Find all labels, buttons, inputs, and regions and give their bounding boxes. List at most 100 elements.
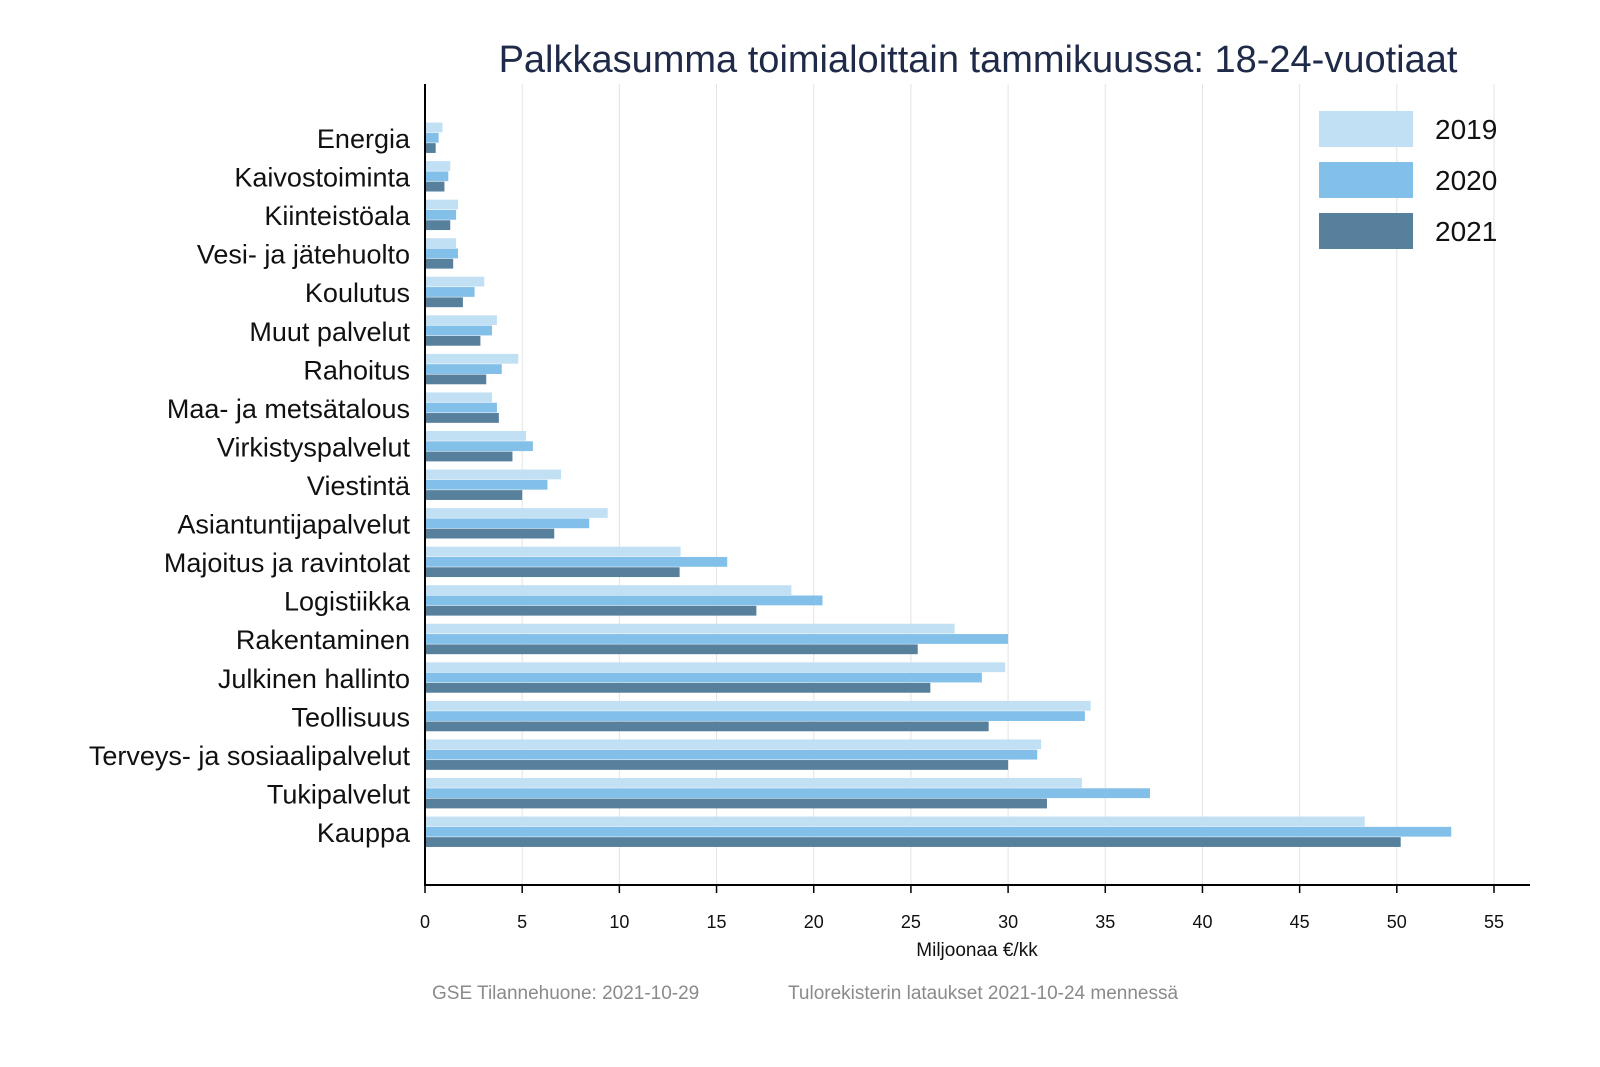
category-label: Kaivostoiminta xyxy=(234,163,411,193)
bar-2019 xyxy=(426,161,451,171)
category-label: Maa- ja metsätalous xyxy=(167,394,410,424)
bar-2021 xyxy=(426,374,487,385)
footer-right: Tulorekisterin lataukset 2021-10-24 menn… xyxy=(788,983,1178,1004)
bar-2019 xyxy=(426,700,1091,711)
x-tick-label: 30 xyxy=(998,912,1018,932)
chart-title: Palkkasumma toimialoittain tammikuussa: … xyxy=(499,39,1458,81)
category-label: Teollisuus xyxy=(291,702,410,732)
x-tick-label: 25 xyxy=(901,912,921,932)
category-label: Tukipalvelut xyxy=(267,779,411,809)
category-label: Viestintä xyxy=(307,471,411,501)
bar-2020 xyxy=(426,595,823,606)
bar-2020 xyxy=(426,479,548,490)
bar-2019 xyxy=(426,430,527,441)
bar-2020 xyxy=(426,749,1038,760)
bar-2020 xyxy=(426,556,728,567)
legend-swatch-2019 xyxy=(1319,111,1413,147)
bar-2019 xyxy=(426,122,443,133)
x-tick-label: 40 xyxy=(1192,912,1212,932)
legend-label: 2020 xyxy=(1435,165,1497,196)
bar-2021 xyxy=(426,760,1009,770)
bar-2019 xyxy=(426,546,681,557)
bar-2019 xyxy=(426,739,1042,750)
bar-2020 xyxy=(426,132,439,143)
x-tick-label: 10 xyxy=(609,912,629,932)
bar-2020 xyxy=(426,518,590,529)
category-label: Rakentaminen xyxy=(236,625,410,655)
bar-2021 xyxy=(426,220,451,231)
x-tick-label: 0 xyxy=(420,912,430,932)
x-axis-label: Miljoonaa €/kk xyxy=(916,940,1038,961)
legend-swatch-2021 xyxy=(1319,213,1413,249)
category-label: Asiantuntijapalvelut xyxy=(177,510,410,540)
category-label: Virkistyspalvelut xyxy=(217,432,411,462)
x-tick-label: 20 xyxy=(804,912,824,932)
x-tick-label: 15 xyxy=(707,912,727,932)
bar-2020 xyxy=(426,826,1452,837)
bar-2021 xyxy=(426,721,989,732)
x-tick-label: 45 xyxy=(1290,912,1310,932)
category-label: Kauppa xyxy=(317,818,411,848)
bar-2021 xyxy=(426,605,757,616)
bar-2019 xyxy=(426,199,459,210)
bar-2020 xyxy=(426,287,475,297)
legend-label: 2021 xyxy=(1435,216,1497,247)
bar-2020 xyxy=(426,634,1009,644)
bar-2021 xyxy=(426,567,680,578)
category-label: Energia xyxy=(317,124,411,154)
bar-2021 xyxy=(426,413,499,423)
bar-2020 xyxy=(426,402,497,413)
bar-2020 xyxy=(426,209,457,220)
bar-2020 xyxy=(426,441,533,452)
x-tick-label: 50 xyxy=(1387,912,1407,932)
category-labels: Energia Kaivostoiminta Kiinteistöala Vesi- … xyxy=(89,124,411,848)
category-label: Julkinen hallinto xyxy=(218,664,410,694)
x-ticks: 0 5 10 15 20 25 30 35 40 45 50 55 xyxy=(420,885,1504,932)
category-label: Terveys- ja sosiaalipalvelut xyxy=(89,741,411,771)
x-tick-label: 5 xyxy=(517,912,527,932)
bar-2020 xyxy=(426,171,449,182)
bar-2021 xyxy=(426,644,918,655)
bar-2020 xyxy=(426,248,459,259)
bar-2020 xyxy=(426,364,502,374)
legend: 2019 2020 2021 xyxy=(1319,111,1497,249)
footer-left: GSE Tilannehuone: 2021-10-29 xyxy=(432,983,699,1004)
bar-2019 xyxy=(426,276,485,287)
bar-2019 xyxy=(426,469,562,480)
bar-2021 xyxy=(426,451,513,462)
bar-2020 xyxy=(426,711,1085,721)
category-label: Majoitus ja ravintolat xyxy=(164,548,411,578)
bar-2020 xyxy=(426,672,982,683)
gridlines xyxy=(521,84,1495,885)
bar-2021 xyxy=(426,798,1047,809)
bar-2021 xyxy=(426,528,555,539)
bar-2021 xyxy=(426,490,523,500)
category-label: Kiinteistöala xyxy=(264,201,411,231)
bar-2020 xyxy=(426,788,1150,799)
bar-2019 xyxy=(426,585,792,596)
x-tick-label: 35 xyxy=(1095,912,1115,932)
bar-2019 xyxy=(426,816,1365,827)
bars xyxy=(426,122,1452,847)
category-label: Koulutus xyxy=(305,278,410,308)
bar-2021 xyxy=(426,837,1401,847)
legend-swatch-2020 xyxy=(1319,162,1413,198)
bar-2021 xyxy=(426,143,436,153)
bar-2019 xyxy=(426,662,1006,673)
bar-2021 xyxy=(426,682,931,693)
bar-2019 xyxy=(426,777,1082,788)
bar-2021 xyxy=(426,335,481,346)
category-label: Rahoitus xyxy=(303,355,410,385)
legend-label: 2019 xyxy=(1435,114,1497,145)
bar-2019 xyxy=(426,238,457,249)
bar-2021 xyxy=(426,181,445,192)
bar-2019 xyxy=(426,392,493,403)
bar-2019 xyxy=(426,353,519,364)
bar-2019 xyxy=(426,315,497,326)
bar-2021 xyxy=(426,258,454,269)
bar-2019 xyxy=(426,623,955,634)
bar-2019 xyxy=(426,508,608,518)
bar-2020 xyxy=(426,325,493,336)
category-label: Muut palvelut xyxy=(249,317,410,347)
